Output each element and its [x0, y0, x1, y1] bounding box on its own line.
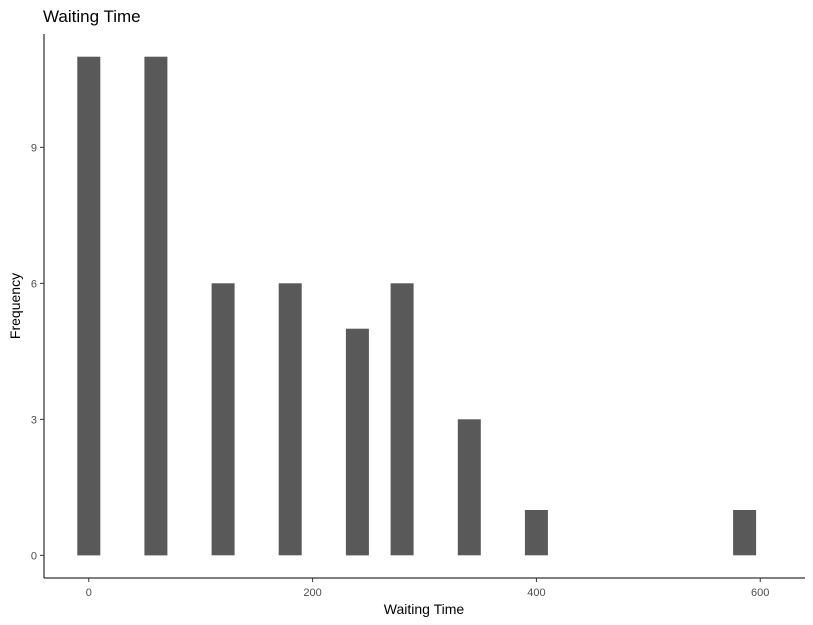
bar	[278, 283, 302, 556]
x-tick-label: 600	[751, 587, 769, 599]
bar	[524, 510, 548, 556]
bar	[345, 328, 369, 556]
bar	[77, 56, 101, 556]
bars-group	[77, 56, 757, 556]
y-tick-label: 6	[31, 278, 37, 290]
y-axis-label: Frequency	[7, 273, 23, 339]
x-axis-label: Waiting Time	[384, 601, 465, 617]
bar	[390, 283, 414, 556]
x-axis-ticks: 0 200 400 600	[86, 578, 769, 599]
chart-title: Waiting Time	[43, 7, 141, 26]
bar	[144, 56, 168, 556]
x-tick-label: 200	[303, 587, 321, 599]
y-tick-label: 3	[31, 414, 37, 426]
bar	[457, 419, 481, 556]
x-tick-label: 0	[86, 587, 92, 599]
y-tick-label: 9	[31, 142, 37, 154]
y-tick-label: 0	[31, 550, 37, 562]
bar	[733, 510, 757, 556]
x-tick-label: 400	[527, 587, 545, 599]
y-axis-ticks: 0 3 6 9	[31, 142, 44, 562]
bar	[211, 283, 235, 556]
